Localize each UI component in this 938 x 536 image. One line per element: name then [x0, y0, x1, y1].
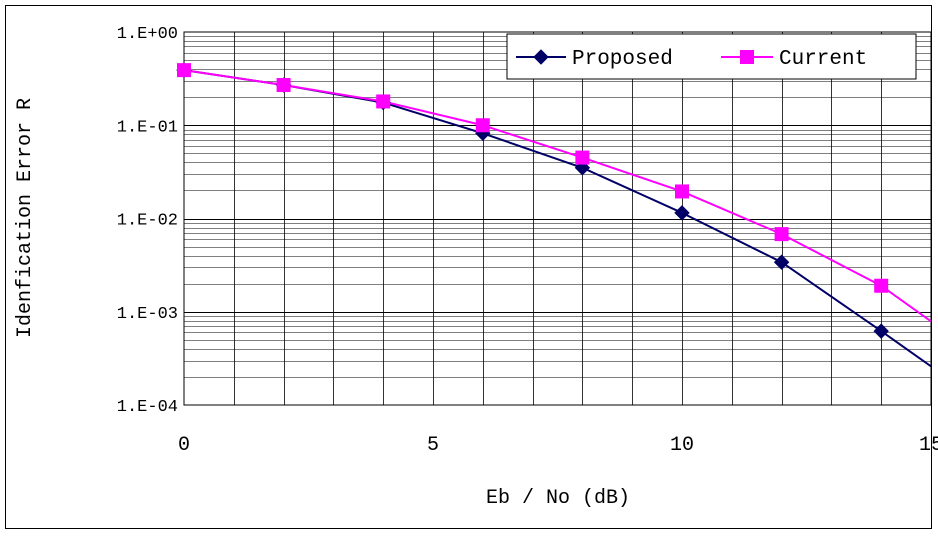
- y-tick-labels: 1.E-04 1.E-03 1.E-02 1.E-01 1.E+00: [117, 25, 178, 417]
- data-point: [674, 205, 690, 221]
- series-line-proposed: [184, 69, 931, 368]
- grid: [184, 32, 931, 405]
- series-markers-proposed: [176, 62, 889, 339]
- data-point: [773, 254, 790, 270]
- x-tick-label: 10: [670, 434, 694, 457]
- data-point: [177, 63, 191, 78]
- series-markers-current: [177, 63, 889, 293]
- series: [176, 62, 931, 368]
- x-tick-label: 5: [427, 434, 439, 457]
- data-point: [873, 323, 889, 339]
- x-tick-label: 0: [178, 434, 190, 457]
- series-line-current: [184, 69, 931, 323]
- legend-marker: [740, 50, 754, 64]
- data-point: [675, 184, 689, 199]
- data-point: [874, 278, 889, 293]
- y-tick-label: 1.E-01: [117, 118, 178, 137]
- legend-item-current: Current: [721, 48, 867, 71]
- data-point: [376, 94, 391, 109]
- legend-label: Current: [779, 48, 867, 71]
- legend-marker: [533, 49, 549, 65]
- y-tick-label: 1.E-04: [117, 398, 178, 417]
- x-axis-label: Eb / No (dB): [486, 487, 630, 510]
- x-tick-labels: 0 5 10 15: [178, 434, 938, 457]
- y-tick-label: 1.E-02: [117, 212, 178, 231]
- legend: Proposed Current: [506, 33, 917, 80]
- data-point: [575, 150, 590, 165]
- data-point: [276, 78, 291, 93]
- series-lines: [184, 69, 931, 368]
- chart-frame: [5, 5, 932, 529]
- data-point: [475, 118, 490, 133]
- legend-box: [506, 33, 917, 80]
- data-point: [774, 227, 789, 242]
- plot-area: [183, 31, 932, 406]
- legend-label: Proposed: [572, 48, 673, 71]
- x-tick-label: 15: [919, 434, 938, 457]
- y-axis-label: Idenfication Error R: [14, 98, 37, 338]
- legend-item-proposed: Proposed: [516, 48, 673, 71]
- y-tick-label: 1.E+00: [117, 25, 178, 44]
- y-tick-label: 1.E-03: [117, 305, 178, 324]
